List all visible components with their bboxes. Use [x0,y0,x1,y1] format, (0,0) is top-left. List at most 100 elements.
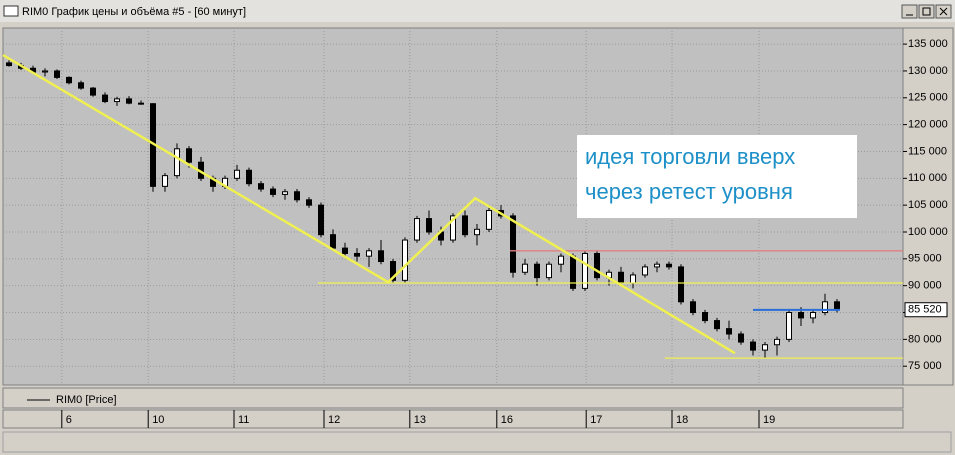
candle-body [486,210,492,230]
candle-body [786,312,792,340]
annotation-box [577,135,857,218]
candle-body [318,204,324,236]
y-tick-label: 105 000 [908,199,948,211]
candle-body [414,218,420,241]
candle-body [174,148,180,177]
y-tick-label: 110 000 [908,172,947,184]
candle-body [138,102,144,105]
candle-body [354,252,360,257]
candle-body [78,82,84,89]
candle-body [6,62,12,67]
y-axis-area [902,27,954,386]
candle-body [534,263,540,279]
last-price-box [904,302,948,318]
candle-body [690,301,696,314]
candle-body [774,338,780,346]
window-title: RIM0 График цены и объёма #5 - [60 минут… [22,6,246,18]
candle-body [642,266,648,276]
legend-label: RIM0 [Price] [56,394,117,406]
candle-body [750,341,756,351]
maximize-button[interactable] [918,4,935,19]
candle-body [666,263,672,268]
candle-body [618,271,624,284]
y-tick-label: 125 000 [908,92,948,104]
candle-body [426,218,432,233]
candle-body [474,228,480,236]
x-tick-label: 16 [501,414,513,426]
candle-body [510,215,516,273]
x-tick-label: 10 [152,414,164,426]
y-tick-label: 90 000 [908,280,942,292]
candle-body [102,94,108,103]
x-axis-area [2,409,904,429]
candle-body [342,247,348,254]
y-tick-label: 120 000 [908,119,948,131]
x-tick-label: 13 [414,414,426,426]
candle-body [678,266,684,303]
candle-body [294,191,300,201]
candle-body [282,191,288,195]
candle-body [522,263,528,273]
candle-body [630,274,636,284]
candle-body [462,215,468,236]
candle-body [306,199,312,206]
candle-body [270,188,276,195]
candle-body [594,252,600,279]
candle-body [558,255,564,265]
last-price-label: 85 520 [908,304,942,316]
candle-body [330,234,336,249]
x-tick-label: 17 [590,414,602,426]
candle-body [66,76,72,84]
y-tick-label: 115 000 [908,145,947,157]
candle-body [654,263,660,268]
candle-body [234,169,240,179]
candle-body [822,301,828,314]
scrollbar[interactable] [2,431,952,453]
annotation-text: через ретест уровня [585,179,793,204]
candle-body [378,250,384,263]
candle-body [798,312,804,319]
trend-line [2,54,736,355]
candle-body [162,175,168,187]
x-tick-label: 18 [676,414,688,426]
minimize-button[interactable] [901,4,918,19]
x-tick-label: 11 [238,414,249,426]
candle-body [186,148,192,163]
x-tick-label: 6 [66,414,72,426]
plot: 135 000 130 000 125 000 120 000 115 000 110 0… [2,28,948,428]
candle-body [450,215,456,241]
y-tick-label: 130 000 [908,65,948,77]
candle-body [366,250,372,257]
y-tick-label: 95 000 [908,253,942,265]
candle-body [126,98,132,104]
x-tick-label: 19 [763,414,775,426]
y-tick-label: 135 000 [908,38,948,50]
candle-body [834,301,840,311]
candle-body [726,328,732,335]
candle-body [702,312,708,322]
candle-body [546,263,552,279]
maximize-glyph [922,7,931,16]
title-bar [0,0,955,22]
window-buttons[interactable] [901,4,952,19]
y-tick-label: 80 000 [908,333,942,345]
close-glyph [939,7,948,16]
candle-body [762,344,768,351]
candle-body [738,333,744,343]
candle-body [258,183,264,190]
annotation-text: идея торговли вверх [585,144,795,169]
candle-body [54,70,60,78]
candle-body [714,320,720,330]
legend-area [2,387,904,409]
candle-body [582,252,588,289]
candle-body [402,239,408,281]
candle-body [390,261,396,281]
y-tick-label: 100 000 [908,226,948,238]
candle-body [810,312,816,319]
candle-body [114,98,120,103]
candle-body [246,169,252,185]
y-tick-label: 75 000 [908,360,942,372]
candle-body [42,70,48,73]
